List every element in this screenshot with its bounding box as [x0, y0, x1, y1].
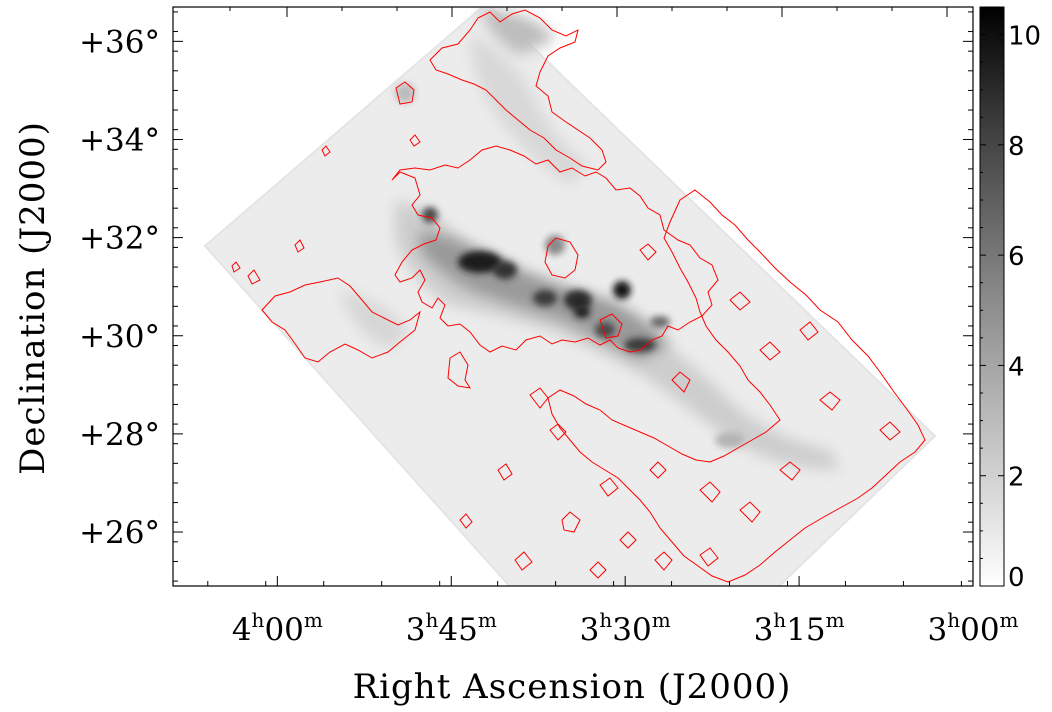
y-tick-label-1: +34° — [79, 122, 160, 158]
y-tick-label-3: +30° — [79, 319, 160, 355]
x-axis: 4h00m 3h45m 3h30m 3h15m 3h00m — [208, 576, 1019, 648]
x-tick-label-0: 4h00m — [232, 608, 323, 648]
colorbar-label-4: 2 — [1008, 463, 1025, 493]
colorbar — [980, 7, 1004, 586]
y-tick-label-5: +26° — [79, 515, 160, 551]
y-tick-label-2: +32° — [79, 221, 160, 257]
colorbar-label-0: 10 — [1008, 22, 1041, 52]
x-tick-label-4: 3h00m — [927, 608, 1018, 648]
y-tick-label-0: +36° — [79, 24, 160, 60]
x-tick-label-1: 3h45m — [406, 608, 497, 648]
colorbar-label-1: 8 — [1008, 132, 1025, 162]
colorbar-label-5: 0 — [1008, 563, 1025, 593]
colorbar-label-2: 6 — [1008, 242, 1025, 272]
colorbar-label-3: 4 — [1008, 352, 1025, 382]
y-tick-label-4: +28° — [79, 417, 160, 453]
x-axis-title: Right Ascension (J2000) — [353, 667, 792, 707]
x-tick-label-3: 3h15m — [754, 608, 845, 648]
x-tick-label-2: 3h30m — [580, 608, 671, 648]
y-axis-title: Declination (J2000) — [13, 121, 53, 475]
